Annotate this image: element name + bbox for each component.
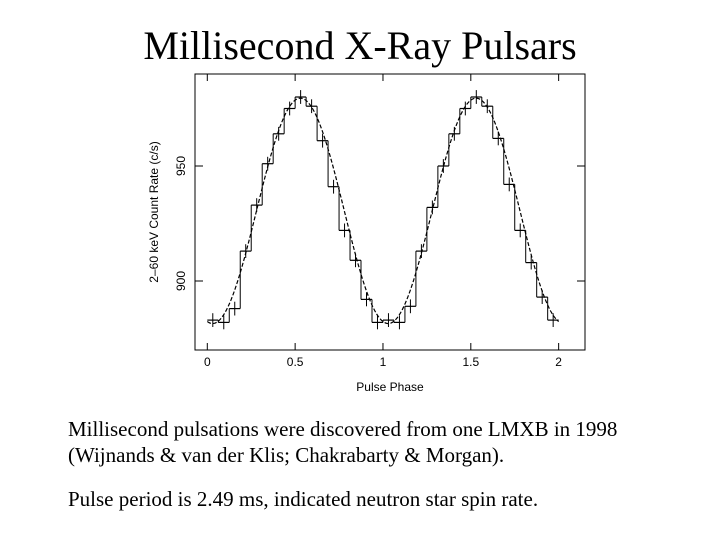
sine-fit-curve xyxy=(206,97,560,325)
slide-title: Millisecond X-Ray Pulsars xyxy=(143,23,577,68)
y-tick-label: 950 xyxy=(174,156,188,176)
histogram-series xyxy=(207,96,559,323)
x-axis-label: Pulse Phase xyxy=(356,380,424,394)
caption-period: Pulse period is 2.49 ms, indicated neutr… xyxy=(68,487,539,511)
x-tick-label: 1 xyxy=(380,355,387,369)
x-tick-label: 0.5 xyxy=(287,355,304,369)
x-tick-label: 1.5 xyxy=(462,355,479,369)
error-bars xyxy=(212,90,554,330)
x-tick-label: 0 xyxy=(204,355,211,369)
y-axis-ticks: 900 950 xyxy=(174,156,585,291)
y-tick-label: 900 xyxy=(174,271,188,291)
y-axis-label: 2–60 keV Count Rate (c/s) xyxy=(147,141,161,282)
x-tick-label: 2 xyxy=(555,355,562,369)
x-axis-ticks: 0 0.5 1 1.5 2 xyxy=(204,74,562,369)
caption-discovery: Millisecond pulsations were discovered f… xyxy=(68,417,618,467)
plot-frame xyxy=(194,73,586,351)
pulse-profile-chart: 0 0.5 1 1.5 2 900 950 Pulse Phase 2–60 keV Co… xyxy=(147,73,586,394)
